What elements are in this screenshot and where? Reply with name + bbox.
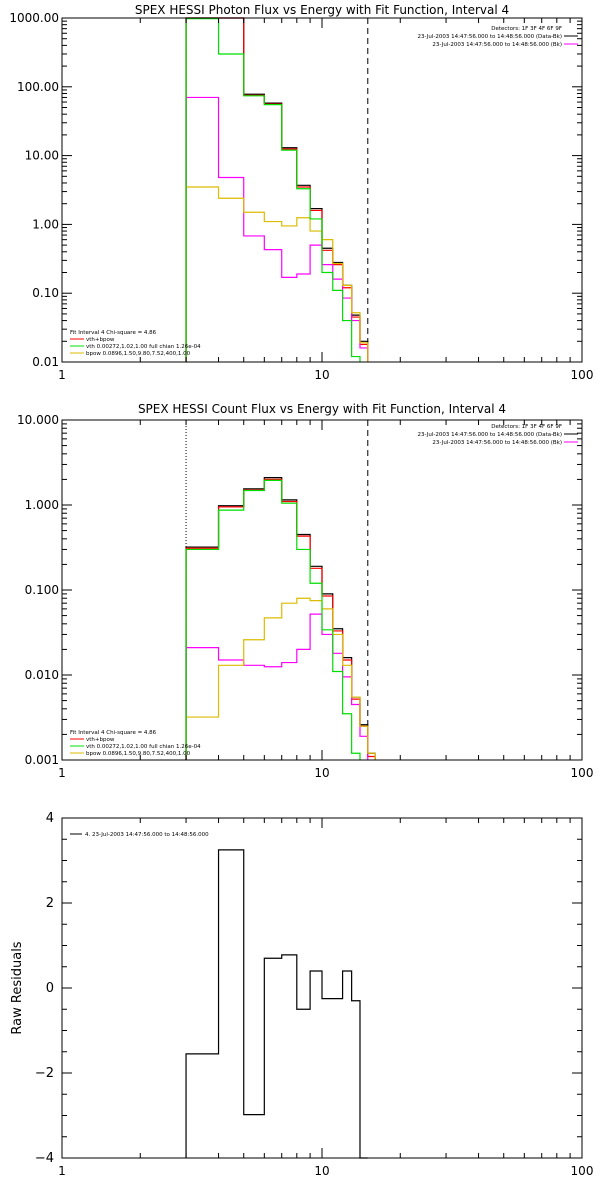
photon-title: SPEX HESSI Photon Flux vs Energy with Fi…	[135, 3, 509, 17]
residuals-x-tick-label: 1	[58, 1164, 66, 1178]
photon-series-total	[185, 17, 369, 362]
count-fit-bpow-label: bpow 0.0896,1.50,9.80,7.52,400,1.00	[86, 751, 191, 757]
count-series-bpow	[185, 597, 376, 760]
photon-legend-data-minus-bk: 23-Jul-2003 14:47:56.000 to 14:48:56.000…	[418, 34, 563, 40]
photon-y-tick-label: 0.01	[32, 355, 59, 369]
count-y-tick-label: 1.000	[25, 498, 59, 512]
photon-legend-bk: 23-Jul-2003 14:47:56.000 to 14:48:56.000…	[432, 42, 562, 48]
residuals-y-tick-label: 0	[46, 981, 54, 996]
residuals-y-tick-label: 4	[46, 811, 54, 826]
photon-plot-frame	[61, 17, 583, 363]
photon-series-data-minus-bk	[185, 17, 369, 362]
count-y-tick-label: 0.001	[25, 753, 59, 767]
count-x-tick-label: 1	[58, 766, 66, 780]
count-y-tick-label: 10.000	[17, 413, 59, 427]
count-title: SPEX HESSI Count Flux vs Energy with Fit…	[138, 402, 506, 416]
photon-fit-legend: Fit Interval 4 Chi-square = 4.86 vth+bpo…	[70, 330, 201, 357]
residuals-y-tick-label: −2	[35, 1066, 54, 1081]
photon-y-tick-label: 100.00	[17, 80, 59, 94]
count-legend-header: Detectors: 1F 3F 4F 6F 9F 23-Jul-2003 14…	[418, 424, 563, 446]
photon-fit-bpow-label: bpow 0.0896,1.50,9.80,7.52,400,1.00	[86, 351, 191, 357]
photon-fit-title: Fit Interval 4 Chi-square = 4.86	[70, 330, 157, 336]
photon-series-bpow	[185, 186, 369, 362]
photon-flux-panel: SPEX HESSI Photon Flux vs Energy with Fi…	[9, 3, 593, 382]
photon-x-tick-label: 10	[314, 368, 329, 382]
photon-series-bk	[185, 96, 369, 362]
photon-y-tick-label: 1000.00	[9, 11, 59, 25]
count-series-vth	[185, 479, 361, 760]
photon-fit-vth-label: vth 0.00272,1.02,1.00 full chian 1.26e-0…	[86, 344, 201, 350]
count-series-data-minus-bk	[185, 478, 376, 760]
count-x-tick-label: 10	[314, 766, 329, 780]
photon-series-vth	[185, 18, 361, 362]
count-x-tick-label: 100	[571, 766, 594, 780]
count-legend-data-minus-bk: 23-Jul-2003 14:47:56.000 to 14:48:56.000…	[418, 432, 563, 438]
count-flux-panel: SPEX HESSI Count Flux vs Energy with Fit…	[17, 402, 593, 780]
residuals-panel: 1 10 100 4 2 0 −2 −4 Raw Residuals 4. 23-Jul-20…	[10, 811, 593, 1178]
count-y-tick-label: 0.010	[25, 668, 59, 682]
residuals-y-tick-label: 2	[46, 896, 54, 911]
residuals-x-tick-label: 100	[571, 1164, 594, 1178]
residuals-legend-label: 4. 23-Jul-2003 14:47:56.000 to 14:48:56.…	[85, 832, 209, 838]
photon-y-tick-label: 1.00	[32, 217, 59, 231]
photon-legend-header: Detectors: 1F 3F 4F 6F 9F 23-Jul-2003 14…	[418, 26, 563, 48]
count-fit-total-label: vth+bpow	[86, 737, 115, 743]
photon-y-tick-label: 10.00	[25, 149, 59, 163]
count-fit-vth-label: vth 0.00272,1.02,1.00 full chian 1.26e-0…	[86, 744, 201, 750]
residuals-x-tick-label: 10	[314, 1164, 329, 1178]
residuals-y-axis-label: Raw Residuals	[10, 941, 25, 1034]
photon-fit-total-label: vth+bpow	[86, 337, 115, 343]
count-fit-legend: Fit Interval 4 Chi-square = 4.86 vth+bpo…	[70, 730, 201, 757]
count-series-bk	[185, 613, 369, 760]
count-fit-title: Fit Interval 4 Chi-square = 4.86	[70, 730, 157, 736]
count-detectors-label: Detectors: 1F 3F 4F 6F 9F	[491, 424, 562, 430]
photon-x-tick-label: 100	[571, 368, 594, 382]
photon-x-tick-label: 1	[58, 368, 66, 382]
count-legend-bk: 23-Jul-2003 14:47:56.000 to 14:48:56.000…	[432, 440, 562, 446]
count-y-tick-label: 0.100	[25, 583, 59, 597]
residuals-series-total	[185, 849, 368, 1159]
photon-y-tick-label: 0.10	[32, 286, 59, 300]
photon-detectors-label: Detectors: 1F 3F 4F 6F 9F	[491, 26, 562, 32]
residuals-y-tick-label: −4	[35, 1151, 54, 1166]
